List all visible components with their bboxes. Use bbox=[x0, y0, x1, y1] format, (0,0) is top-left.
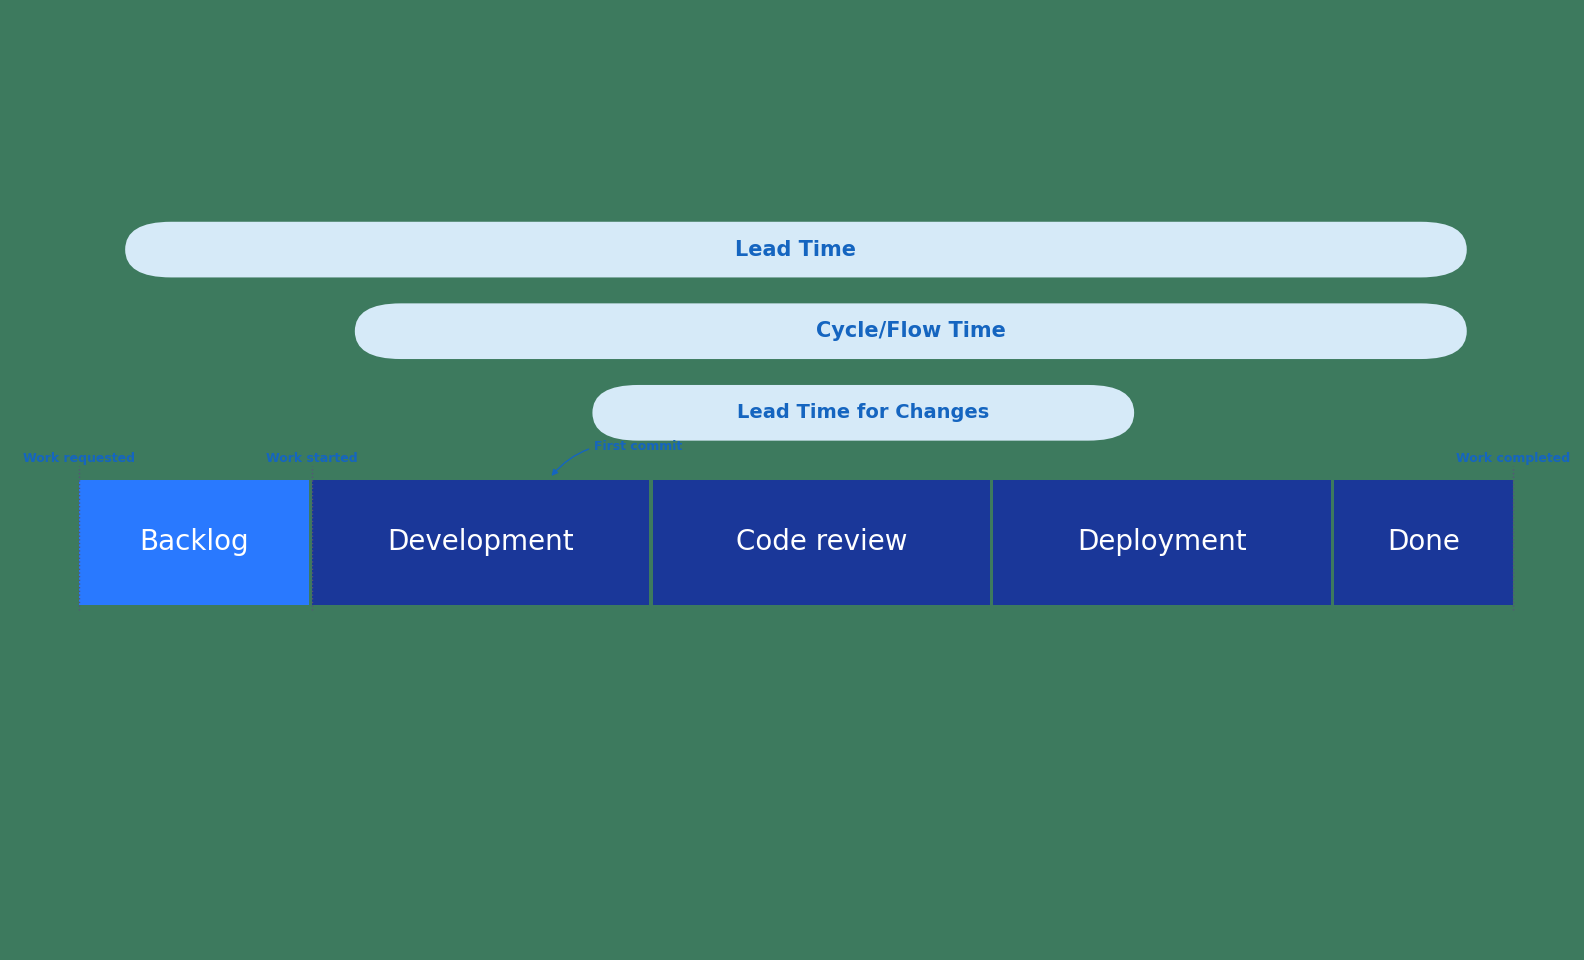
Text: Done: Done bbox=[1386, 528, 1460, 557]
FancyBboxPatch shape bbox=[993, 480, 1331, 605]
FancyBboxPatch shape bbox=[1334, 480, 1513, 605]
FancyBboxPatch shape bbox=[125, 222, 1467, 277]
Text: Lead Time: Lead Time bbox=[735, 240, 857, 259]
Text: Work completed: Work completed bbox=[1456, 451, 1570, 465]
FancyBboxPatch shape bbox=[79, 480, 309, 605]
FancyBboxPatch shape bbox=[592, 385, 1134, 441]
Text: Lead Time for Changes: Lead Time for Changes bbox=[737, 403, 990, 422]
FancyBboxPatch shape bbox=[355, 303, 1467, 359]
Text: Development: Development bbox=[388, 528, 573, 557]
Text: Code review: Code review bbox=[735, 528, 908, 557]
Text: First commit: First commit bbox=[553, 440, 683, 475]
FancyBboxPatch shape bbox=[312, 480, 649, 605]
Text: Work started: Work started bbox=[266, 451, 358, 465]
Text: Backlog: Backlog bbox=[139, 528, 249, 557]
FancyBboxPatch shape bbox=[653, 480, 990, 605]
Text: Deployment: Deployment bbox=[1077, 528, 1247, 557]
Text: Work requested: Work requested bbox=[24, 451, 135, 465]
Text: Cycle/Flow Time: Cycle/Flow Time bbox=[816, 322, 1006, 341]
